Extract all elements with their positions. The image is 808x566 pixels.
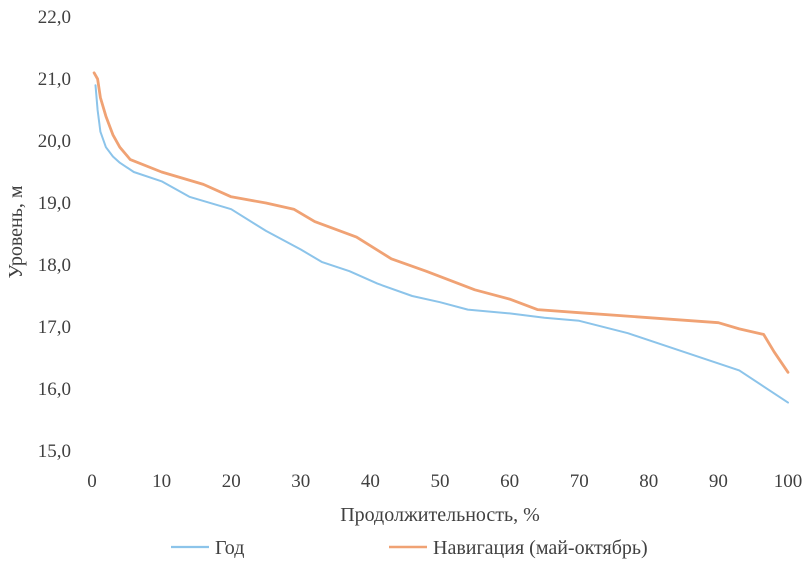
x-tick-label: 40 — [361, 471, 380, 492]
x-axis-ticks: 0 10 20 30 40 50 60 70 80 90 100 — [87, 471, 802, 492]
y-tick-label: 19,0 — [38, 193, 71, 214]
x-tick-label: 20 — [222, 471, 241, 492]
y-axis-title: Уровень, м — [5, 185, 27, 278]
series-lines — [92, 71, 790, 404]
x-tick-label: 0 — [87, 471, 97, 492]
y-tick-label: 18,0 — [38, 255, 71, 276]
x-tick-label: 100 — [774, 471, 803, 492]
y-tick-label: 20,0 — [38, 131, 71, 152]
x-tick-label: 60 — [500, 471, 519, 492]
x-tick-label: 50 — [431, 471, 450, 492]
y-axis-ticks: 15,0 16,0 17,0 18,0 19,0 20,0 21,0 22,0 — [38, 7, 71, 462]
x-axis-title: Продолжительность, % — [340, 504, 540, 526]
x-tick-label: 10 — [152, 471, 171, 492]
legend-label-navigation: Навигация (май-октябрь) — [433, 537, 648, 559]
series-line-navigation — [92, 71, 790, 374]
y-tick-label: 15,0 — [38, 441, 71, 462]
x-tick-label: 70 — [570, 471, 589, 492]
y-tick-label: 17,0 — [38, 317, 71, 338]
x-tick-label: 30 — [291, 471, 310, 492]
x-tick-label: 80 — [639, 471, 658, 492]
x-tick-label: 90 — [709, 471, 728, 492]
y-tick-label: 16,0 — [38, 379, 71, 400]
y-tick-label: 22,0 — [38, 7, 71, 28]
series-line-god — [94, 84, 789, 404]
legend: Год Навигация (май-октябрь) — [171, 537, 648, 559]
legend-label-god: Год — [215, 537, 244, 559]
y-tick-label: 21,0 — [38, 69, 71, 90]
